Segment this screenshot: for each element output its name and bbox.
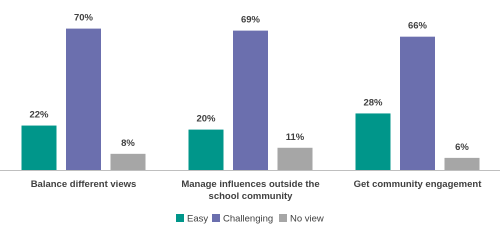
bar [277,147,313,170]
bar [188,129,224,170]
legend-label: No view [290,214,324,225]
legend-swatch [212,214,220,222]
value-label: 70% [74,13,94,24]
plot: 22% 70% 8% 20% 69% 11% 28% 66% 6% Easy Challenging… [0,13,500,225]
value-label: 11% [286,132,305,143]
value-label: 8% [121,138,135,149]
legend-swatch [279,214,287,222]
legend-swatch [176,214,184,222]
bar [400,36,435,171]
value-label: 66% [408,21,428,32]
bar [66,28,101,170]
category-label: Get community engagement [353,179,482,190]
bar [444,157,480,170]
bar [355,113,391,170]
bar [233,30,268,171]
value-label: 6% [455,142,469,153]
category-label: Balance different views [30,179,137,190]
value-label: 22% [29,110,49,121]
bar [110,153,146,170]
category-label: Manage influences outside the school com… [181,179,320,202]
legend-label: Challenging [223,214,273,225]
bar [21,125,57,170]
value-label: 20% [196,114,216,125]
value-label: 28% [363,97,383,108]
legend-label: Easy [187,214,208,225]
value-label: 69% [241,15,261,26]
chart: 22% 70% 8% 20% 69% 11% 28% 66% 6% Easy Challenging… [0,13,500,225]
